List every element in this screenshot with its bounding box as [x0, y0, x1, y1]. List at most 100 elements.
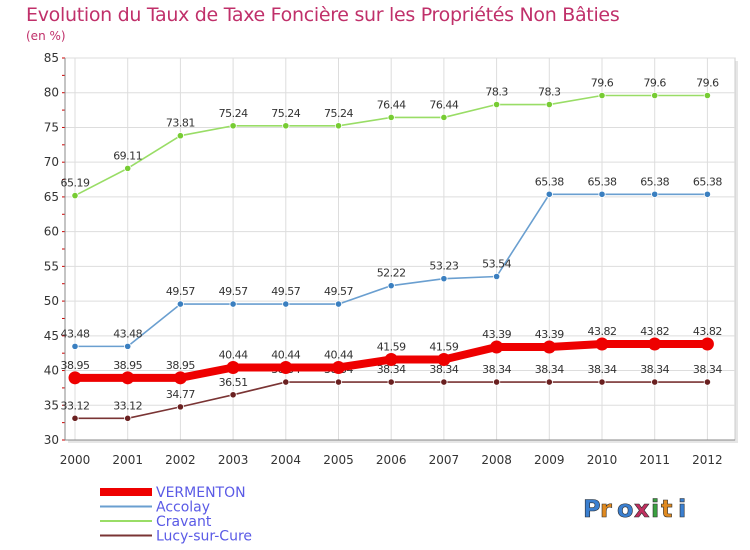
y-tick-label: 35: [44, 398, 59, 412]
data-point-lucy-sur-cure: [492, 378, 501, 386]
data-point-lucy-sur-cure: [703, 378, 712, 386]
data-point-lucy-sur-cure: [124, 414, 132, 422]
data-point-lucy-sur-cure: [598, 378, 606, 386]
data-label-vermenton: 38.95: [113, 359, 142, 372]
logo-letter: i: [651, 495, 659, 523]
data-label-lucy-sur-cure: 38.34: [588, 363, 617, 376]
data-label-vermenton: 43.82: [693, 325, 722, 338]
data-label-accolay: 49.57: [166, 285, 195, 298]
data-point-vermenton: [279, 360, 293, 374]
x-tick-label: 2011: [639, 453, 670, 467]
data-point-lucy-sur-cure: [545, 378, 553, 386]
data-label-cravant: 75.24: [324, 107, 353, 120]
x-tick-label: 2009: [534, 453, 565, 467]
x-tick-label: 2005: [323, 453, 354, 467]
data-point-vermenton: [490, 340, 504, 354]
data-label-vermenton: 43.39: [482, 328, 511, 341]
data-point-lucy-sur-cure: [282, 378, 290, 386]
data-point-vermenton: [121, 371, 135, 385]
data-label-accolay: 53.54: [482, 258, 511, 271]
data-point-lucy-sur-cure: [440, 378, 448, 386]
data-label-lucy-sur-cure: 33.12: [113, 399, 142, 412]
logo-letter: r: [600, 495, 612, 523]
data-point-cravant: [176, 132, 184, 140]
data-point-lucy-sur-cure: [651, 378, 659, 386]
data-point-accolay: [334, 300, 343, 308]
data-point-cravant: [387, 113, 395, 122]
data-point-cravant: [124, 164, 132, 172]
data-label-vermenton: 43.82: [588, 325, 617, 338]
legend-label: Accolay: [156, 500, 210, 516]
data-label-lucy-sur-cure: 38.34: [429, 363, 458, 376]
data-point-cravant: [229, 122, 237, 130]
data-label-vermenton: 41.59: [377, 341, 406, 354]
chart-title: Evolution du Taux de Taxe Foncière sur l…: [26, 4, 620, 26]
data-label-cravant: 79.6: [591, 77, 614, 90]
data-label-vermenton: 43.82: [640, 325, 669, 338]
data-point-vermenton: [700, 337, 714, 351]
logo-letter: i: [678, 495, 686, 523]
data-label-cravant: 79.6: [643, 77, 666, 90]
data-point-accolay: [124, 342, 132, 350]
data-point-vermenton: [68, 371, 82, 385]
data-point-cravant: [703, 91, 712, 100]
data-point-lucy-sur-cure: [176, 403, 184, 411]
x-tick-label: 2006: [376, 453, 407, 467]
data-point-cravant: [492, 100, 501, 109]
data-label-cravant: 69.11: [113, 149, 142, 162]
x-tick-label: 2002: [165, 453, 196, 467]
data-label-accolay: 43.48: [61, 327, 90, 340]
x-tick-label: 2003: [218, 453, 249, 467]
data-label-cravant: 75.24: [271, 107, 300, 120]
data-point-vermenton: [384, 353, 398, 367]
data-label-accolay: 52.22: [377, 267, 406, 280]
y-tick-label: 85: [44, 51, 59, 65]
data-label-lucy-sur-cure: 38.34: [693, 363, 722, 376]
data-point-accolay: [651, 190, 659, 198]
data-point-vermenton: [437, 353, 451, 367]
data-label-lucy-sur-cure: 33.12: [61, 399, 90, 412]
data-label-cravant: 76.44: [377, 98, 406, 111]
legend-label: VERMENTON: [156, 485, 246, 501]
data-label-vermenton: 41.59: [429, 341, 458, 354]
data-label-cravant: 78.3: [485, 86, 508, 99]
data-point-vermenton: [648, 337, 662, 351]
y-tick-label: 70: [44, 155, 59, 169]
data-label-accolay: 49.57: [324, 285, 353, 298]
data-point-lucy-sur-cure: [387, 378, 395, 386]
data-label-vermenton: 38.95: [166, 359, 195, 372]
data-label-lucy-sur-cure: 38.34: [535, 363, 564, 376]
data-point-vermenton: [542, 340, 556, 354]
y-tick-label: 65: [44, 190, 59, 204]
data-point-cravant: [651, 91, 659, 100]
data-label-accolay: 53.23: [429, 260, 458, 273]
logo-letter: x: [634, 495, 650, 523]
data-point-cravant: [334, 122, 343, 130]
y-tick-label: 80: [44, 86, 59, 100]
data-point-accolay: [229, 300, 237, 308]
logo-letter: P: [583, 495, 601, 523]
data-point-accolay: [598, 190, 606, 198]
data-point-accolay: [440, 275, 448, 283]
data-point-accolay: [282, 300, 290, 308]
data-point-vermenton: [226, 360, 240, 374]
data-point-lucy-sur-cure: [229, 391, 237, 399]
data-point-cravant: [440, 113, 448, 122]
data-point-accolay: [176, 300, 184, 308]
data-label-cravant: 76.44: [429, 98, 458, 111]
y-tick-label: 55: [44, 259, 59, 273]
data-label-lucy-sur-cure: 38.34: [640, 363, 669, 376]
y-tick-label: 40: [44, 364, 59, 378]
data-point-vermenton: [173, 371, 187, 385]
data-point-accolay: [545, 190, 553, 198]
data-label-accolay: 65.38: [693, 175, 722, 188]
data-point-accolay: [71, 342, 79, 350]
data-label-vermenton: 43.39: [535, 328, 564, 341]
data-point-cravant: [71, 191, 79, 200]
data-point-accolay: [703, 190, 712, 198]
x-tick-label: 2004: [271, 453, 302, 467]
data-label-accolay: 49.57: [219, 285, 248, 298]
data-label-cravant: 78.3: [538, 86, 561, 99]
